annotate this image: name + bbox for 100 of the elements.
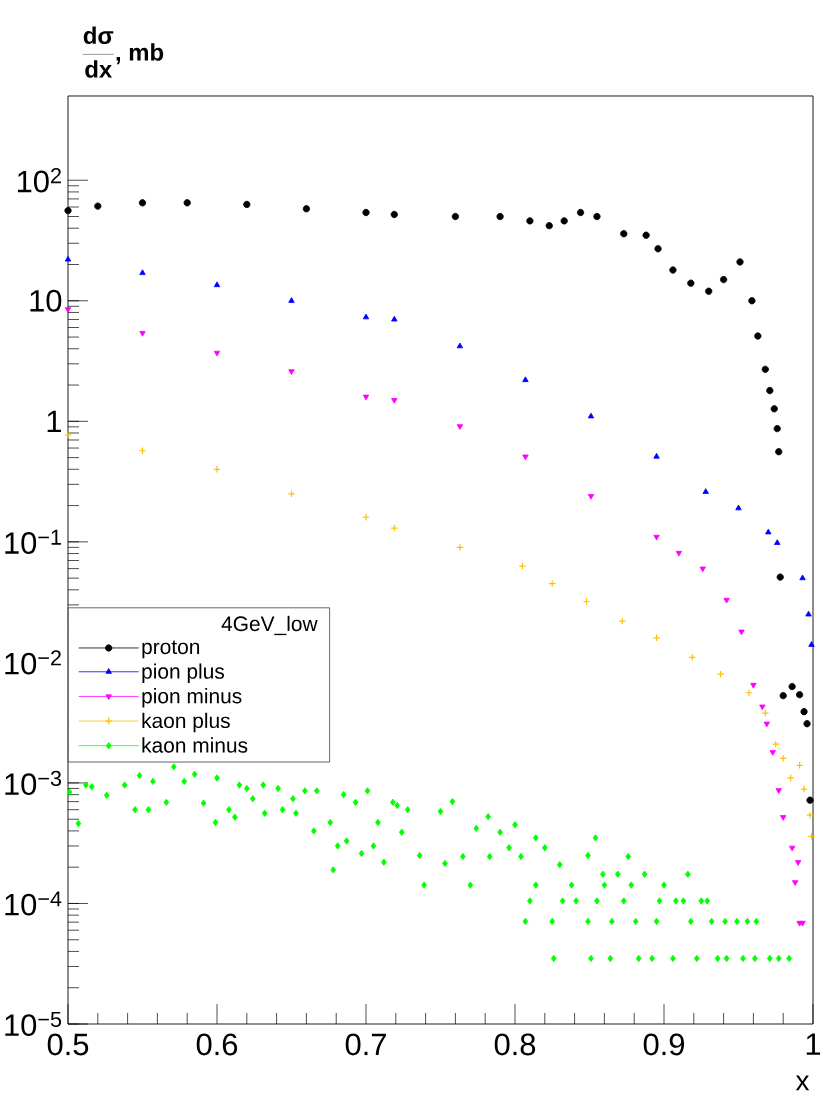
point [769,750,776,756]
legend-label: pion minus [142,688,242,708]
point [735,504,742,511]
x-tick-label: 0.9 [643,1033,685,1056]
point [761,709,770,717]
point [773,425,781,433]
point [675,550,683,557]
y-tick-label: 10 [30,289,62,312]
point [699,566,706,573]
point [64,255,72,262]
point [803,720,811,728]
point [702,488,709,494]
point [243,200,251,209]
point [456,424,464,430]
point [362,513,370,522]
point [770,405,778,413]
point [183,199,191,207]
point [362,313,370,320]
point [138,199,147,207]
legend-label: kaon minus [142,737,248,753]
point [560,217,568,225]
point [94,202,102,210]
y-tick-label: 10$^{−1}$ [5,529,61,554]
point [745,688,753,697]
point [775,448,783,456]
y-tick-label: 10$^{−3}$ [5,770,62,796]
point [806,796,814,804]
point [800,785,808,793]
point [288,297,295,303]
point [64,207,72,215]
point [786,774,795,782]
point [456,543,464,552]
point [518,562,527,570]
point [761,365,769,373]
point [213,281,221,288]
point [139,269,146,276]
point [775,788,782,794]
point [766,386,774,395]
point [794,860,802,866]
point [720,275,728,284]
x-tick-label: 0.6 [196,1033,238,1056]
point [522,454,529,461]
point [362,394,370,401]
point [654,245,662,253]
point [750,682,757,689]
point [451,212,459,221]
point [687,279,695,287]
point [780,815,787,821]
point [288,369,295,375]
point [791,880,799,886]
legend-label: pion plus [142,663,225,683]
point [362,208,370,217]
point [545,222,553,230]
point [213,465,221,474]
point [776,573,784,581]
point [587,412,595,419]
y-tick-label: 1 [47,410,61,432]
point [522,376,529,383]
point [754,332,762,340]
point [593,212,601,221]
point [808,641,815,647]
point [788,682,796,691]
point [302,205,310,213]
legend-label: kaon plus [142,712,230,733]
point [774,539,781,545]
point [390,524,399,532]
y-tick-label: 10$^{−4}$ [5,891,62,916]
point [805,610,812,617]
point [64,307,72,313]
legend-label: proton [142,640,200,659]
point [795,691,804,699]
point [799,574,806,581]
point [748,297,756,305]
x-axis-title: x [795,1075,810,1091]
point [771,740,780,748]
point [765,528,772,535]
point [391,398,398,404]
point [391,315,398,322]
point [806,811,814,819]
y-tick-label: 10$^{−2}$ [5,650,61,675]
point [653,452,660,459]
point [390,210,398,219]
point [653,534,660,541]
point [723,597,730,604]
x-tick-label: 0.8 [494,1033,536,1056]
point [496,212,504,221]
y-axis-title: $\frac{\textbf{dσ}}{\textbf{dx}}\textbf{, mb}$ [82,26,164,78]
point [738,629,745,636]
point [779,692,787,700]
point [736,258,744,266]
legend-title: 4GeV_low [221,615,318,636]
point [526,217,534,225]
point [788,845,796,852]
point [618,617,627,625]
point [64,431,72,439]
point [763,721,770,728]
point [213,350,221,357]
y-tick-label: 10$^{2}$ [17,168,61,193]
point [800,708,808,716]
x-tick-label: 1 [806,1033,821,1055]
